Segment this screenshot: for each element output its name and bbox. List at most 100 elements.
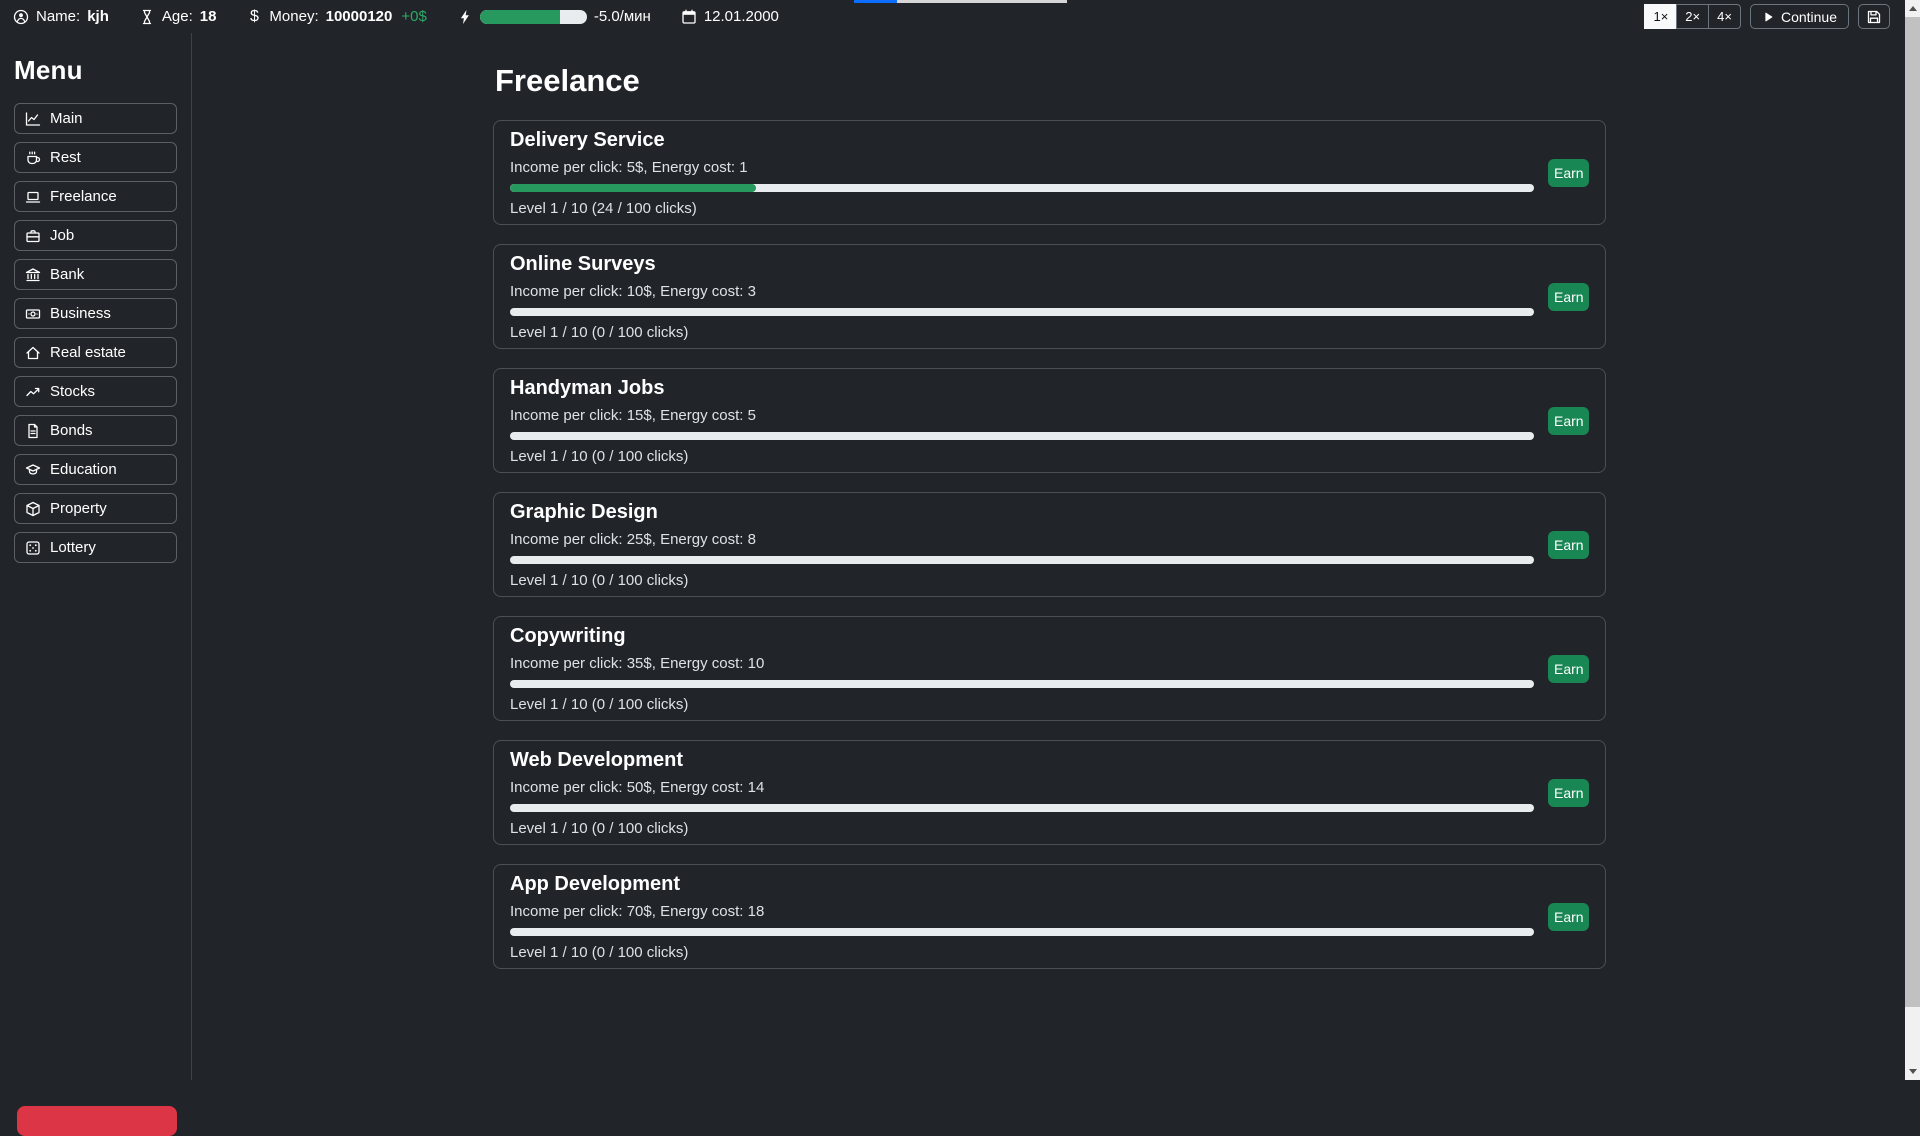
- earn-button[interactable]: Earn: [1548, 654, 1589, 683]
- day-progress-bar: [854, 0, 1067, 3]
- job-title: Delivery Service: [510, 128, 665, 151]
- speed-button[interactable]: 1×: [1644, 4, 1678, 29]
- sidebar-item[interactable]: Rest: [14, 142, 177, 173]
- job-income-line: Income per click: 35$, Energy cost: 10: [510, 654, 765, 672]
- earn-button[interactable]: Earn: [1548, 902, 1589, 931]
- job-level-line: Level 1 / 10 (0 / 100 clicks): [510, 695, 689, 713]
- age-label: Age:: [161, 8, 193, 25]
- job-progress-track: [510, 679, 1534, 688]
- money-label: Money:: [269, 8, 319, 25]
- sidebar-title: Menu: [14, 55, 83, 85]
- banknote-icon: [25, 306, 41, 322]
- age-value: 18: [199, 8, 217, 25]
- earn-button[interactable]: Earn: [1548, 406, 1589, 435]
- job-card: Web Development Income per click: 50$, E…: [493, 740, 1606, 845]
- energy-stat: -5.0/мин: [457, 8, 651, 25]
- person-icon: [13, 9, 29, 25]
- earn-button[interactable]: Earn: [1548, 530, 1589, 559]
- job-income-line: Income per click: 15$, Energy cost: 5: [510, 406, 756, 424]
- job-level-line: Level 1 / 10 (0 / 100 clicks): [510, 819, 689, 837]
- earn-button[interactable]: Earn: [1548, 778, 1589, 807]
- sidebar-item-label: Bank: [50, 266, 85, 283]
- player-name-stat: Name: kjh: [13, 8, 109, 25]
- box-icon: [25, 501, 41, 517]
- danger-button-cutoff[interactable]: [17, 1106, 177, 1136]
- job-level-line: Level 1 / 10 (0 / 100 clicks): [510, 571, 689, 589]
- sidebar-item[interactable]: Real estate: [14, 337, 177, 368]
- main-panel: Freelance Delivery Service Income per cl…: [193, 33, 1905, 1080]
- date-value: 12.01.2000: [703, 8, 779, 25]
- job-income-line: Income per click: 70$, Energy cost: 18: [510, 902, 765, 920]
- sidebar-item[interactable]: Education: [14, 454, 177, 485]
- dice-icon: [25, 540, 41, 556]
- sidebar-item[interactable]: Job: [14, 220, 177, 251]
- job-title: Handyman Jobs: [510, 376, 665, 399]
- sidebar-item-label: Rest: [50, 149, 81, 166]
- age-stat: Age: 18: [139, 8, 217, 25]
- graduation-cap-icon: [25, 462, 41, 478]
- earn-button[interactable]: Earn: [1548, 158, 1589, 187]
- lightning-icon: [457, 9, 473, 25]
- sidebar-item[interactable]: Bank: [14, 259, 177, 290]
- sidebar-item[interactable]: Freelance: [14, 181, 177, 212]
- save-button[interactable]: [1858, 4, 1890, 29]
- sidebar-item-label: Lottery: [50, 539, 96, 556]
- money-value: 10000120: [325, 8, 393, 25]
- coffee-cup-icon: [25, 150, 41, 166]
- date-stat: 12.01.2000: [681, 8, 779, 25]
- job-progress-track: [510, 431, 1534, 440]
- job-income-line: Income per click: 10$, Energy cost: 3: [510, 282, 756, 300]
- job-title: Online Surveys: [510, 252, 656, 275]
- job-card-info: Copywriting Income per click: 35$, Energ…: [510, 625, 1548, 713]
- energy-rate: -5.0/мин: [593, 8, 651, 25]
- sidebar-item[interactable]: Bonds: [14, 415, 177, 446]
- sidebar-item[interactable]: Business: [14, 298, 177, 329]
- sidebar-item-label: Real estate: [50, 344, 126, 361]
- scrollbar-up-arrow[interactable]: [1905, 0, 1920, 17]
- speed-button[interactable]: 2×: [1676, 4, 1710, 29]
- job-income-line: Income per click: 50$, Energy cost: 14: [510, 778, 765, 796]
- earn-button[interactable]: Earn: [1548, 282, 1589, 311]
- job-title: Web Development: [510, 748, 683, 771]
- job-card: Online Surveys Income per click: 10$, En…: [493, 244, 1606, 349]
- job-card: Graphic Design Income per click: 25$, En…: [493, 492, 1606, 597]
- sidebar-item[interactable]: Lottery: [14, 532, 177, 563]
- job-title: App Development: [510, 872, 681, 895]
- job-income-line: Income per click: 25$, Energy cost: 8: [510, 530, 756, 548]
- name-label: Name:: [36, 8, 81, 25]
- job-title: Graphic Design: [510, 500, 658, 523]
- hourglass-icon: [139, 9, 155, 25]
- job-progress-track: [510, 307, 1534, 316]
- scrollbar-down-arrow[interactable]: [1905, 1063, 1920, 1080]
- energy-bar: [479, 9, 587, 24]
- job-card: Delivery Service Income per click: 5$, E…: [493, 120, 1606, 225]
- sidebar-item[interactable]: Stocks: [14, 376, 177, 407]
- continue-button[interactable]: Continue: [1749, 4, 1849, 29]
- sidebar-item-label: Education: [50, 461, 117, 478]
- job-card: App Development Income per click: 70$, E…: [493, 864, 1606, 969]
- speed-button[interactable]: 4×: [1708, 4, 1741, 29]
- speed-button-group: 1× 2× 4×: [1644, 4, 1741, 29]
- job-card: Handyman Jobs Income per click: 15$, Ene…: [493, 368, 1606, 473]
- name-value: kjh: [87, 8, 109, 25]
- job-progress-track: [510, 555, 1534, 564]
- job-level-line: Level 1 / 10 (0 / 100 clicks): [510, 447, 689, 465]
- scrollbar[interactable]: [1905, 0, 1920, 1080]
- calendar-icon: [681, 9, 697, 25]
- continue-label: Continue: [1780, 8, 1837, 25]
- sidebar-item[interactable]: Main: [14, 103, 177, 134]
- job-card-info: Handyman Jobs Income per click: 15$, Ene…: [510, 377, 1548, 465]
- sidebar-item-label: Stocks: [50, 383, 96, 400]
- sidebar-item-label: Bonds: [50, 422, 93, 439]
- scrollbar-thumb[interactable]: [1905, 17, 1920, 1007]
- job-card-list: Delivery Service Income per click: 5$, E…: [493, 120, 1606, 969]
- job-progress-track: [510, 183, 1534, 192]
- sidebar-nav: Main Rest Freelance Job: [14, 103, 191, 563]
- trend-up-icon: [25, 384, 41, 400]
- sidebar-item-label: Business: [50, 305, 111, 322]
- briefcase-icon: [25, 228, 41, 244]
- job-card-info: Graphic Design Income per click: 25$, En…: [510, 501, 1548, 589]
- bank-icon: [25, 267, 41, 283]
- sidebar-item[interactable]: Property: [14, 493, 177, 524]
- job-level-line: Level 1 / 10 (24 / 100 clicks): [510, 199, 697, 217]
